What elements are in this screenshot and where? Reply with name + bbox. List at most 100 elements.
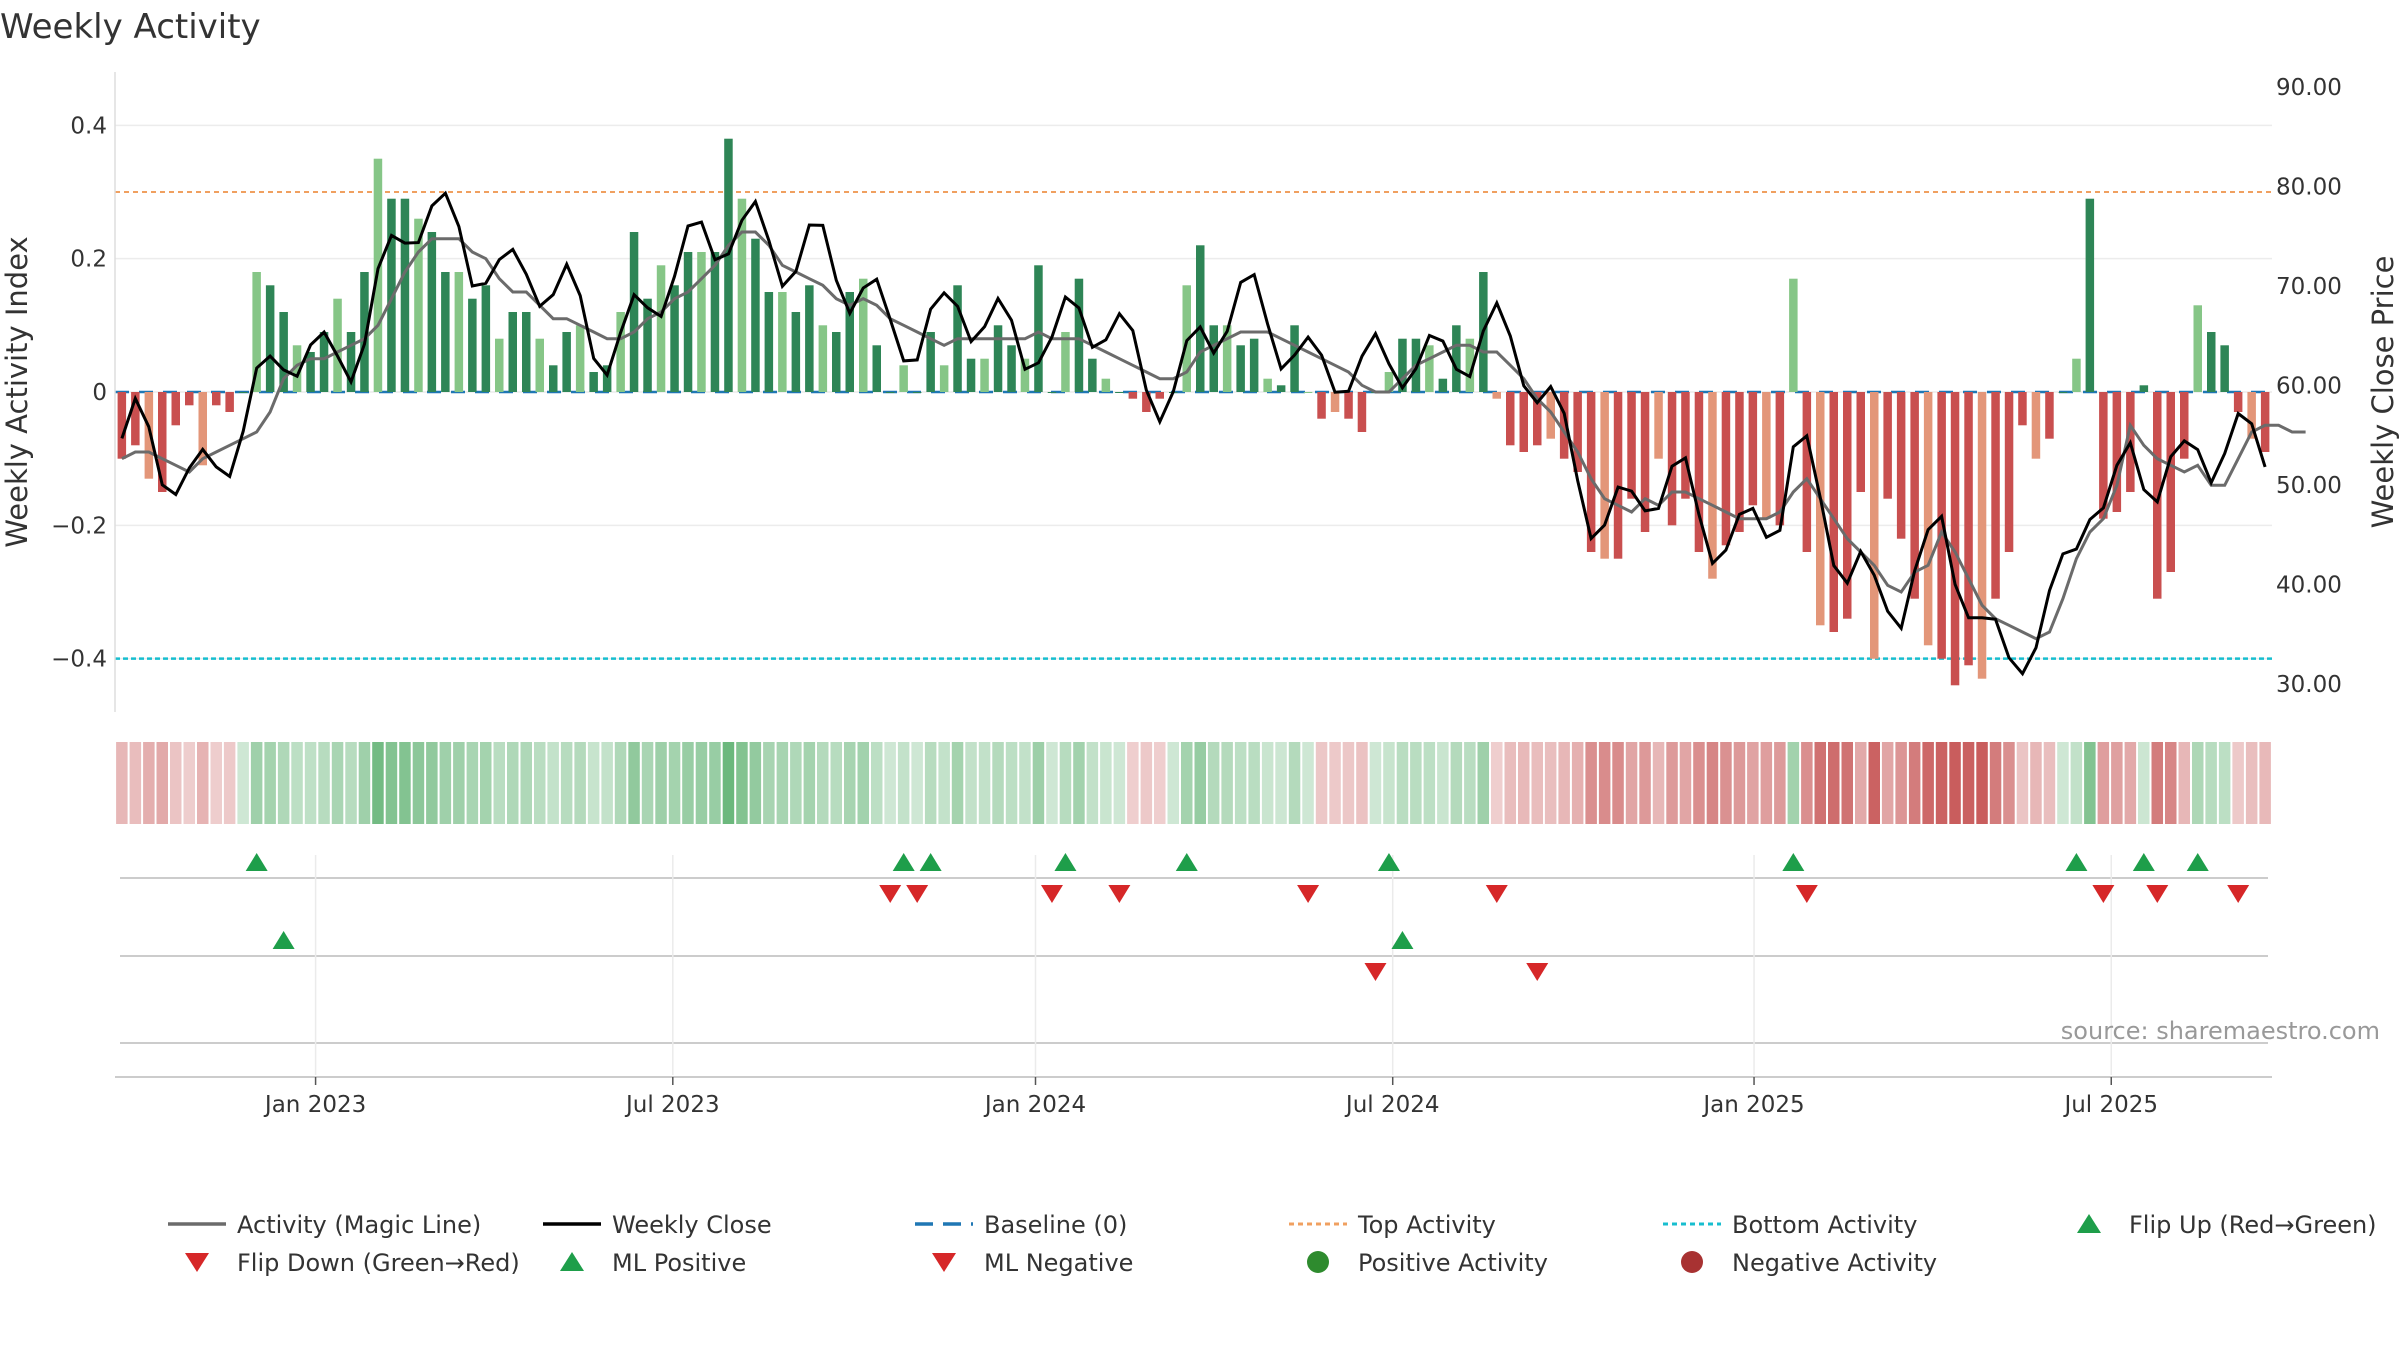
activity-bar [2072,358,2081,392]
heat-cell [1113,742,1126,824]
activity-bar [818,325,828,392]
heat-cell [1167,742,1179,824]
heat-cell [871,742,883,824]
heat-cell [1733,742,1746,824]
heat-cell [2192,742,2204,824]
activity-bar [1559,392,1569,459]
activity-bar [1425,345,1434,392]
flip-down-label: Flip Down (Green→Red) [237,1249,520,1277]
activity-bar [2112,392,2122,512]
activity-bar [1802,392,1812,552]
heat-cell [2124,742,2137,824]
heat-cell [897,742,910,824]
activity-bar [2018,392,2027,426]
x-tick-label: Jan 2025 [1701,1092,1804,1118]
activity-bar [912,392,922,393]
activity-bar [1519,392,1528,452]
activity-bar [1344,392,1353,419]
activity-bar [1789,278,1798,392]
activity-bar [859,278,868,392]
y-right-tick-label: 50.00 [2276,473,2342,499]
heat-cell [2245,742,2258,824]
heat-cell [1881,742,1894,824]
y-left-tick-label: 0.2 [70,247,107,273]
y-right-axis-title: Weekly Close Price [2366,256,2400,529]
y-left-axis-title: Weekly Activity Index [0,236,34,547]
negative-activity-swatch [1681,1251,1703,1273]
activity-bar [1681,392,1690,499]
heat-cell [1747,742,1759,824]
activity-bar [387,198,396,392]
activity-bar [1694,392,1704,552]
activity-bar [980,358,989,392]
heat-cell [709,742,721,824]
activity-bar [1196,245,1205,392]
heat-cell [668,742,681,824]
flip-down-marker [1108,885,1131,903]
activity-bar [602,365,612,392]
heat-cell [2151,742,2163,824]
activity-bar [1317,392,1326,419]
bottom-activity-label: Bottom Activity [1732,1211,1917,1239]
heat-cell [345,742,357,824]
heat-cell [1086,742,1099,824]
y-right-tick-label: 30.00 [2276,672,2342,698]
activity-bar [993,325,1003,392]
activity-bar [1236,345,1245,392]
heat-cell [803,742,816,824]
activity-bar [1964,392,1973,666]
series-lines [120,190,2306,677]
heat-cell [291,742,303,824]
heat-cell [1383,742,1395,824]
legend-item-flip-up: Flip Up (Red→Green) [2077,1211,2377,1239]
activity-bar [710,252,720,392]
x-tick-label: Jan 2024 [983,1092,1086,1118]
heat-cell [844,742,856,824]
activity-bar [791,312,801,392]
activity-bar [427,232,437,392]
activity-bar [1020,358,1030,392]
activity-bar [522,312,531,392]
activity-bar [1856,392,1865,492]
flip-down-marker [879,885,902,903]
heat-cell [1693,742,1705,824]
activity-bar [1977,392,1987,679]
heat-cell [1962,742,1975,824]
heat-cell [1221,742,1233,824]
heat-cell [1598,742,1611,824]
heat-cell [2043,742,2056,824]
heat-cell [1531,742,1543,824]
heat-cell [156,742,168,824]
heat-cell [2097,742,2110,824]
activity-bar [1276,385,1286,392]
heat-cell [1261,742,1274,824]
y-right-tick-label: 80.00 [2276,174,2342,200]
legend-item-flip-down: Flip Down (Green→Red) [185,1249,520,1277]
flip-down-marker [2092,885,2115,903]
activity-bar [2004,392,2014,552]
activity-bar [1586,392,1596,552]
heat-cell [493,742,505,824]
activity-bar [1870,392,1879,659]
heat-cell [318,742,330,824]
positive-activity-swatch [1307,1251,1329,1273]
activity-bar [1303,392,1313,393]
activity-bar [1142,392,1151,412]
heat-cell [2111,742,2123,824]
heat-cell [763,742,775,824]
activity-bar [1896,392,1906,539]
heat-cell [1491,742,1503,824]
activity-bar [899,365,908,392]
activity-bar [1627,392,1636,499]
flip-up-marker [1782,853,1805,871]
magic-line-series [121,230,2306,641]
heat-cell [1855,742,1867,824]
x-tick-label: Jul 2024 [1344,1092,1440,1118]
heat-cell [1571,742,1584,824]
activity-bar [1209,325,1218,392]
heat-cell [1019,742,1031,824]
positive-activity-label: Positive Activity [1358,1249,1548,1277]
heat-cell [951,742,964,824]
legend-item-weekly-close: Weekly Close [543,1211,772,1239]
